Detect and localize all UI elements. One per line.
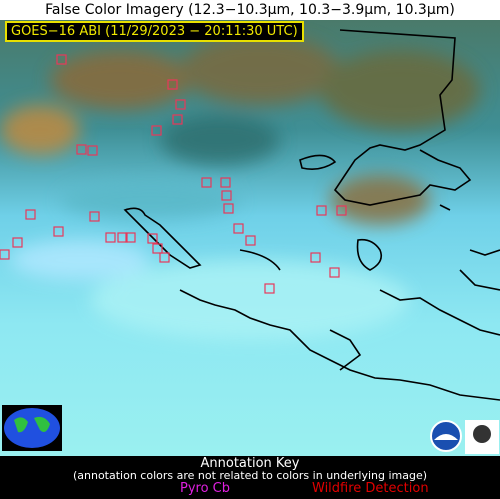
legend-wildfire: Wildfire Detection xyxy=(312,481,429,496)
annotation-key: Annotation Key (annotation colors are no… xyxy=(0,456,500,499)
noaa-logo xyxy=(430,420,462,452)
key-note: (annotation colors are not related to co… xyxy=(72,469,428,482)
legend-pyro-cb: Pyro Cb xyxy=(180,481,231,496)
key-title: Annotation Key xyxy=(200,456,300,471)
globe-logo xyxy=(2,405,62,451)
cimss-logo xyxy=(465,420,499,454)
subtitle: GOES−16 ABI (11/29/2023 − 20:11:30 UTC) xyxy=(5,21,304,42)
wildfire-detections xyxy=(0,54,347,294)
title: False Color Imagery (12.3−10.3µm, 10.3−3… xyxy=(45,2,455,18)
coastline xyxy=(123,29,500,401)
